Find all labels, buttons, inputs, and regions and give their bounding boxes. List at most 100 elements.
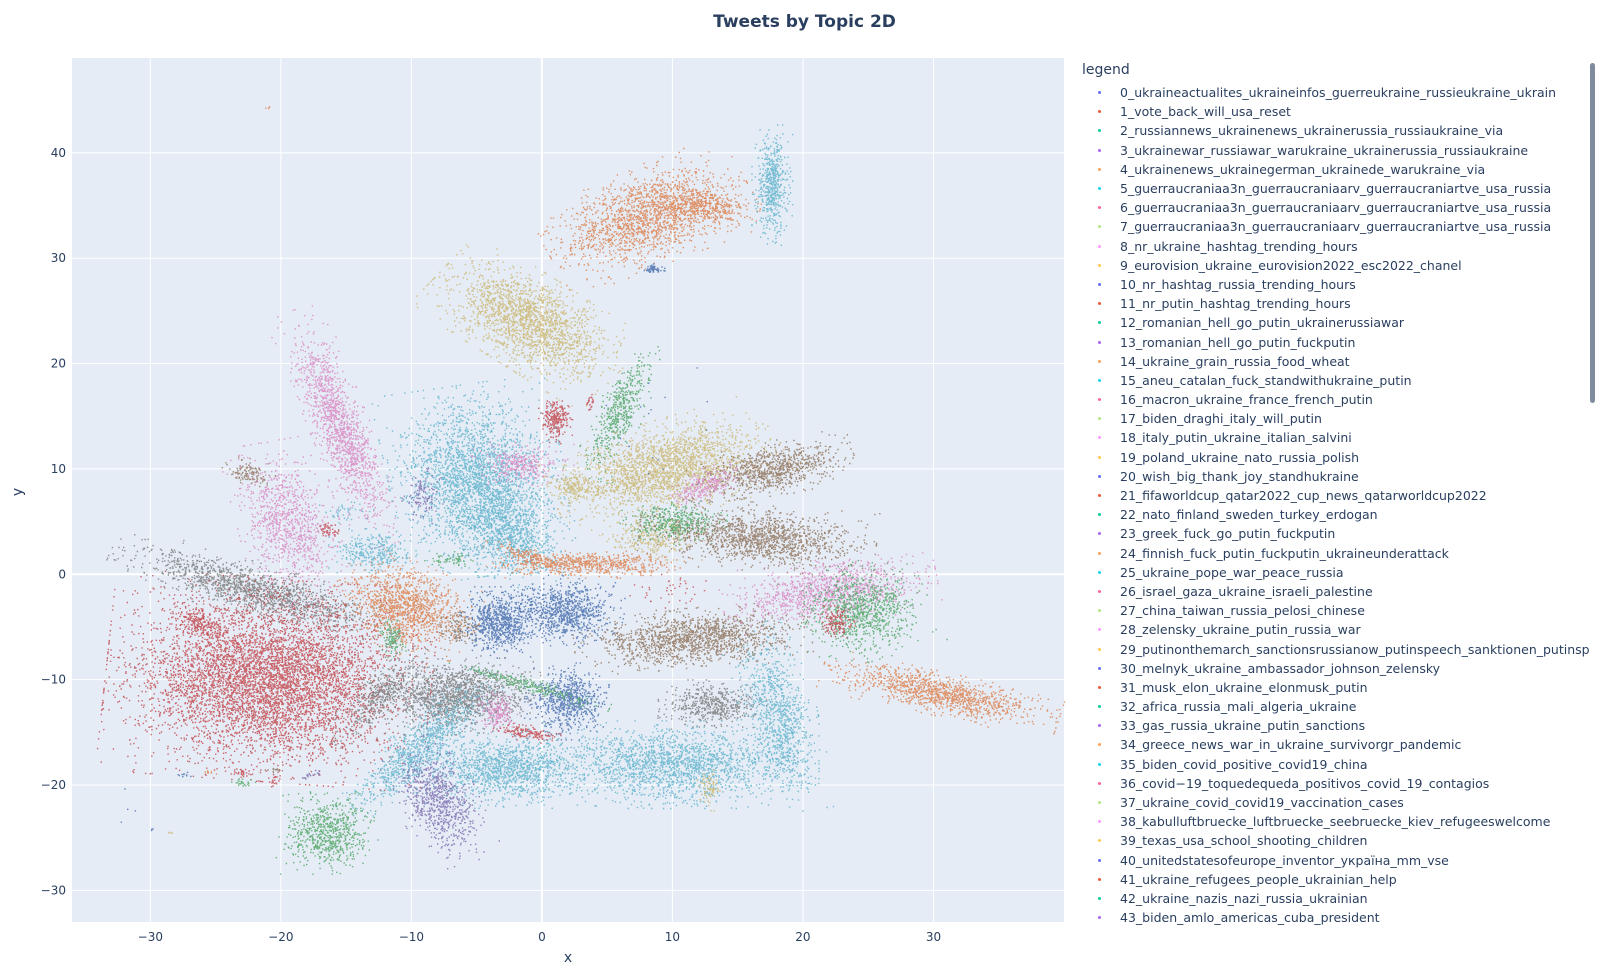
scatter-points <box>635 499 881 576</box>
legend-label: 0_ukraineactualites_ukraineinfos_guerreu… <box>1120 85 1557 101</box>
legend-marker-icon <box>1090 494 1108 498</box>
legend-item[interactable]: 23_greek_fuck_go_putin_fuckputin <box>1082 524 1592 543</box>
scatter-points <box>168 831 173 834</box>
legend-item[interactable]: 43_biden_amlo_americas_cuba_president <box>1082 908 1592 927</box>
legend-label: 37_ukraine_covid_covid19_vaccination_cas… <box>1120 795 1404 811</box>
legend-label: 28_zelensky_ukraine_putin_russia_war <box>1120 622 1361 638</box>
scatter-points <box>471 441 575 487</box>
legend-item[interactable]: 38_kabulluftbruecke_luftbruecke_seebruec… <box>1082 812 1592 831</box>
legend-item[interactable]: 12_romanian_hell_go_putin_ukrainerussiaw… <box>1082 313 1592 332</box>
legend-marker-icon <box>1090 187 1108 191</box>
legend-item[interactable]: 16_macron_ukraine_france_french_putin <box>1082 390 1592 409</box>
legend-item[interactable]: 29_putinonthemarch_sanctionsrussianow_pu… <box>1082 639 1592 658</box>
legend-item[interactable]: 3_ukrainewar_russiawar_warukraine_ukrain… <box>1082 141 1592 160</box>
legend-item[interactable]: 36_covid−19_toquedequeda_positivos_covid… <box>1082 774 1592 793</box>
legend-item[interactable]: 37_ukraine_covid_covid19_vaccination_cas… <box>1082 793 1592 812</box>
legend-item[interactable]: 26_israel_gaza_ukraine_israeli_palestine <box>1082 582 1592 601</box>
legend-label: 2_russiannews_ukrainenews_ukrainerussia_… <box>1120 123 1504 139</box>
legend-item[interactable]: 15_aneu_catalan_fuck_standwithukraine_pu… <box>1082 371 1592 390</box>
topic-cluster <box>635 499 881 576</box>
y-axis-title: y <box>10 488 26 496</box>
legend-label: 32_africa_russia_mali_algeria_ukraine <box>1120 699 1357 715</box>
scatter-points <box>371 377 577 581</box>
scatter-points <box>317 522 340 537</box>
legend-marker-icon <box>1090 340 1108 344</box>
legend-item[interactable]: 11_nr_putin_hashtag_trending_hours <box>1082 294 1592 313</box>
legend-item[interactable]: 28_zelensky_ukraine_putin_russia_war <box>1082 620 1592 639</box>
topic-cluster <box>505 574 626 648</box>
legend-item[interactable]: 33_gas_russia_ukraine_putin_sanctions <box>1082 716 1592 735</box>
scatter-points <box>416 244 626 407</box>
legend-item[interactable]: 32_africa_russia_mali_algeria_ukraine <box>1082 697 1592 716</box>
legend-item[interactable]: 20_wish_big_thank_joy_standhukraine <box>1082 467 1592 486</box>
legend-item[interactable]: 10_nr_hashtag_russia_trending_hours <box>1082 275 1592 294</box>
legend-item[interactable]: 24_finnish_fuck_putin_fuckputin_ukraineu… <box>1082 544 1592 563</box>
legend-item[interactable]: 42_ukraine_nazis_nazi_russia_ukrainian <box>1082 889 1592 908</box>
scatter-points <box>586 393 594 411</box>
legend-label: 42_ukraine_nazis_nazi_russia_ukrainian <box>1120 890 1368 906</box>
legend-item[interactable]: 35_biden_covid_positive_covid19_china <box>1082 755 1592 774</box>
legend-item[interactable]: 13_romanian_hell_go_putin_fuckputin <box>1082 332 1592 351</box>
legend-item[interactable]: 1_vote_back_will_usa_reset <box>1082 102 1592 121</box>
legend-item[interactable]: 4_ukrainenews_ukrainegerman_ukrainede_wa… <box>1082 160 1592 179</box>
topic-cluster <box>523 662 610 741</box>
legend-item[interactable]: 7_guerraucraniaa3n_guerraucraniaarv_guer… <box>1082 217 1592 236</box>
legend-item[interactable]: 22_nato_finland_sweden_turkey_erdogan <box>1082 505 1592 524</box>
legend-label: 30_melnyk_ukraine_ambassador_johnson_zel… <box>1120 660 1441 676</box>
plot-area[interactable] <box>72 58 1064 922</box>
topic-cluster <box>444 466 575 608</box>
data-points <box>96 106 1066 875</box>
legend-item[interactable]: 17_biden_draghi_italy_will_putin <box>1082 409 1592 428</box>
topic-cluster <box>601 515 706 561</box>
legend-label: 5_guerraucraniaa3n_guerraucraniaarv_guer… <box>1120 181 1552 197</box>
legend-label: 25_ukraine_pope_war_peace_russia <box>1120 564 1344 580</box>
legend-item[interactable]: 30_melnyk_ukraine_ambassador_johnson_zel… <box>1082 659 1592 678</box>
legend-label: 23_greek_fuck_go_putin_fuckputin <box>1120 526 1336 542</box>
legend-scrollbar[interactable] <box>1590 63 1595 403</box>
topic-cluster <box>643 263 666 273</box>
legend-marker-icon <box>1090 129 1108 133</box>
legend-item[interactable]: 2_russiannews_ukrainenews_ukrainerussia_… <box>1082 121 1592 140</box>
legend-label: 38_kabulluftbruecke_luftbruecke_seebruec… <box>1120 814 1551 830</box>
legend-item[interactable]: 21_fifaworldcup_qatar2022_cup_news_qatar… <box>1082 486 1592 505</box>
legend-marker-icon <box>1090 877 1108 881</box>
legend-item[interactable]: 25_ukraine_pope_war_peace_russia <box>1082 563 1592 582</box>
legend-item[interactable]: 0_ukraineactualites_ukraineinfos_guerreu… <box>1082 83 1592 102</box>
scatter-points <box>370 655 547 739</box>
legend-item[interactable]: 9_eurovision_ukraine_eurovision2022_esc2… <box>1082 256 1592 275</box>
scatter-points <box>537 396 791 540</box>
scatter-points <box>537 147 758 291</box>
topic-cluster <box>586 393 594 411</box>
legend-item[interactable]: 6_guerraucraniaa3n_guerraucraniaarv_guer… <box>1082 198 1592 217</box>
legend-item[interactable]: 34_greece_news_war_in_ukraine_survivorgr… <box>1082 735 1592 754</box>
scatter-points <box>475 691 518 734</box>
scatter-points <box>651 180 762 233</box>
legend-label: 33_gas_russia_ukraine_putin_sanctions <box>1120 718 1366 734</box>
legend-marker-icon <box>1090 705 1108 709</box>
legend-label: 26_israel_gaza_ukraine_israeli_palestine <box>1120 583 1373 599</box>
legend-label: 6_guerraucraniaa3n_guerraucraniaarv_guer… <box>1120 200 1552 216</box>
legend-label: 13_romanian_hell_go_putin_fuckputin <box>1120 334 1356 350</box>
legend-item[interactable]: 40_unitedstatesofeurope_inventor_україна… <box>1082 851 1592 870</box>
legend-marker-icon <box>1090 398 1108 402</box>
legend-item[interactable]: 39_texas_usa_school_shooting_children <box>1082 831 1592 850</box>
legend-marker-icon <box>1090 436 1108 440</box>
legend-label: 27_china_taiwan_russia_pelosi_chinese <box>1120 603 1365 619</box>
scatter-points <box>643 263 666 273</box>
legend-item[interactable]: 14_ukraine_grain_russia_food_wheat <box>1082 352 1592 371</box>
legend-item[interactable]: 31_musk_elon_ukraine_elonmusk_putin <box>1082 678 1592 697</box>
legend-marker-icon <box>1090 417 1108 421</box>
topic-cluster <box>777 559 948 664</box>
legend-item[interactable]: 27_china_taiwan_russia_pelosi_chinese <box>1082 601 1592 620</box>
legend-item[interactable]: 19_poland_ukraine_nato_russia_polish <box>1082 448 1592 467</box>
legend-item[interactable]: 8_nr_ukraine_hashtag_trending_hours <box>1082 237 1592 256</box>
topic-cluster <box>407 730 600 809</box>
legend-item[interactable]: 5_guerraucraniaa3n_guerraucraniaarv_guer… <box>1082 179 1592 198</box>
legend-label: 1_vote_back_will_usa_reset <box>1120 104 1291 120</box>
topic-cluster <box>538 400 574 445</box>
legend-item[interactable]: 18_italy_putin_ukraine_italian_salvini <box>1082 428 1592 447</box>
legend-item[interactable]: 41_ukraine_refugees_people_ukrainian_hel… <box>1082 870 1592 889</box>
topic-cluster <box>817 605 856 639</box>
scatter-points <box>629 573 707 609</box>
topic-cluster <box>751 124 794 246</box>
